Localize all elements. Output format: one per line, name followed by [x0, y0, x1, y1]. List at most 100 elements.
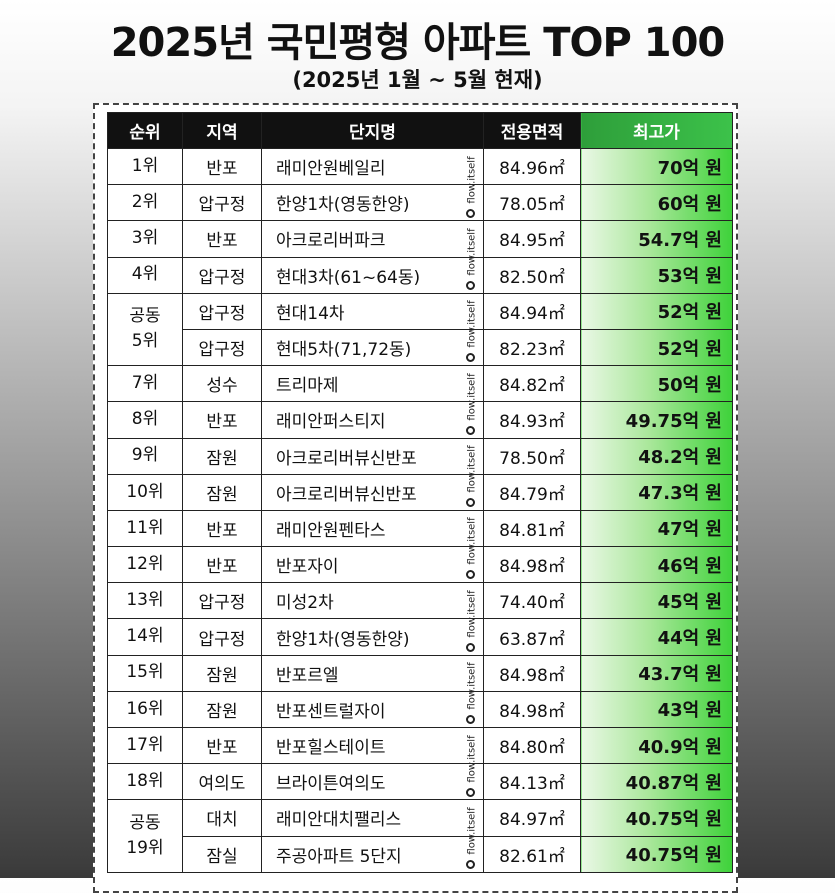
price-cell: 50억 원: [580, 365, 733, 403]
name-cell: 반포센트럴자이: [261, 690, 484, 729]
table-row: 14위 압구정 한양1차(영동한양) 63.87㎡ 44억 원: [107, 618, 733, 656]
watermark-icon: [466, 353, 475, 363]
area-cell: 74.40㎡: [483, 582, 581, 620]
area-cell: 82.23㎡: [483, 328, 581, 367]
column-header: 최고가: [580, 112, 733, 149]
price-cell: 49.75억 원: [580, 401, 733, 439]
name-cell: 미성2차: [261, 582, 484, 620]
price-cell: 53억 원: [580, 256, 733, 294]
name-cell: 한양1차(영동한양): [261, 184, 484, 222]
table-row: 공동 19위 대치 래미안대치팰리스 84.97㎡ 40.75억 원: [107, 799, 733, 873]
name-cell: 아크로리버뷰신반포: [261, 473, 484, 511]
table-row: 18위 여의도 브라이튼여의도 84.13㎡ 40.87억 원: [107, 763, 733, 801]
rank-cell: 공동 5위: [107, 292, 183, 367]
rank-cell: 1위: [107, 147, 183, 186]
name-cell: 래미안원펜타스: [261, 509, 484, 548]
table-row: 8위 반포 래미안퍼스티지 84.93㎡ 49.75억 원: [107, 401, 733, 439]
watermark-text: flow.itself: [466, 228, 478, 276]
region-cell: 반포: [182, 726, 262, 765]
region-cell: 반포: [182, 509, 262, 548]
price-cell: 40.87억 원: [580, 763, 733, 801]
region-cell: 압구정: [182, 184, 262, 222]
watermark: flow.itself: [462, 224, 482, 290]
ranking-table: 순위 지역 단지명 전용면적 최고가 1위 반포 래미안원베일리 84.96㎡ 70억 원 2위 압…: [107, 112, 733, 873]
watermark-text: flow.itself: [466, 734, 478, 783]
region-cell: 압구정: [182, 256, 262, 294]
region-cell: 반포: [182, 220, 262, 258]
table-row: 15위 잠원 반포르엘 84.98㎡ 43.7억 원: [107, 654, 733, 692]
rank-cell: 12위: [107, 546, 183, 584]
area-cell: 82.50㎡: [483, 256, 581, 294]
price-cell: 46억 원: [580, 546, 733, 584]
region-cell: 압구정: [182, 292, 262, 330]
region-cell: 잠원: [182, 473, 262, 511]
watermark-icon: [466, 715, 475, 725]
price-cell: 43억 원: [580, 690, 733, 729]
name-cell: 래미안퍼스티지: [261, 401, 484, 439]
price-cell: 47억 원: [580, 509, 733, 548]
watermark-text: flow.itself: [466, 807, 478, 855]
name-cell: 아크로리버파크: [261, 220, 484, 258]
price-cell: 52억 원: [580, 328, 733, 367]
price-cell: 44억 원: [580, 618, 733, 656]
watermark-icon: [466, 208, 475, 218]
watermark: flow.itself: [462, 658, 482, 725]
watermark-icon: [466, 280, 475, 290]
name-cell: 트리마제: [261, 365, 484, 403]
area-cell: 84.13㎡: [483, 763, 581, 801]
table-row: 4위 압구정 현대3차(61~64동) 82.50㎡ 53억 원: [107, 256, 733, 294]
watermark: flow.itself: [462, 369, 482, 435]
rank-cell: 10위: [107, 473, 183, 511]
region-cell: 압구정: [182, 618, 262, 656]
price-cell: 45억 원: [580, 582, 733, 620]
table-row: 공동 5위 압구정 현대14차 84.94㎡ 52억 원: [107, 292, 733, 367]
area-cell: 84.95㎡: [483, 220, 581, 258]
area-cell: 84.98㎡: [483, 690, 581, 729]
area-cell: 63.87㎡: [483, 618, 581, 656]
region-cell: 반포: [182, 546, 262, 584]
region-cell: 반포: [182, 401, 262, 439]
rank-cell: 9위: [107, 437, 183, 475]
watermark-icon: [466, 425, 475, 435]
column-header: 단지명: [261, 112, 484, 149]
price-cell: 52억 원: [580, 292, 733, 330]
table-row: 11위 반포 래미안원펜타스 84.81㎡ 47억 원: [107, 509, 733, 548]
table-row: 9위 잠원 아크로리버뷰신반포 78.50㎡ 48.2억 원: [107, 437, 733, 475]
region-cell: 압구정: [182, 328, 262, 367]
watermark-text: flow.itself: [466, 662, 478, 710]
table-row: 10위 잠원 아크로리버뷰신반포 84.79㎡ 47.3억 원: [107, 473, 733, 511]
watermark-text: flow.itself: [466, 590, 478, 638]
price-cell: 70억 원: [580, 147, 733, 186]
column-header: 전용면적: [483, 112, 581, 149]
name-cell: 브라이튼여의도: [261, 763, 484, 801]
area-cell: 84.94㎡: [483, 292, 581, 330]
rank-cell: 16위: [107, 690, 183, 729]
name-cell: 아크로리버뷰신반포: [261, 437, 484, 475]
region-cell: 압구정: [182, 582, 262, 620]
price-cell: 47.3억 원: [580, 473, 733, 511]
table-row: 2위 압구정 한양1차(영동한양) 78.05㎡ 60억 원: [107, 184, 733, 222]
area-cell: 78.50㎡: [483, 437, 581, 475]
region-cell: 잠원: [182, 690, 262, 729]
name-cell: 래미안대치팰리스: [261, 799, 484, 837]
rank-cell: 14위: [107, 618, 183, 656]
watermark: flow.itself: [462, 731, 482, 797]
table-row: 16위 잠원 반포센트럴자이 84.98㎡ 43억 원: [107, 690, 733, 729]
rank-cell: 18위: [107, 763, 183, 801]
header-row: 순위 지역 단지명 전용면적 최고가: [107, 112, 733, 149]
area-cell: 84.82㎡: [483, 365, 581, 403]
price-cell: 40.75억 원: [580, 799, 733, 837]
area-cell: 84.80㎡: [483, 726, 581, 765]
name-cell: 현대14차: [261, 292, 484, 330]
watermark-text: flow.itself: [466, 445, 478, 493]
rank-cell: 공동 19위: [107, 799, 183, 873]
area-cell: 78.05㎡: [483, 184, 581, 222]
table-row: 13위 압구정 미성2차 74.40㎡ 45억 원: [107, 582, 733, 620]
watermark-icon: [466, 570, 475, 580]
rank-cell: 7위: [107, 365, 183, 403]
watermark: flow.itself: [462, 296, 482, 363]
name-cell: 한양1차(영동한양): [261, 618, 484, 656]
column-header: 지역: [182, 112, 262, 149]
region-cell: 대치: [182, 799, 262, 837]
